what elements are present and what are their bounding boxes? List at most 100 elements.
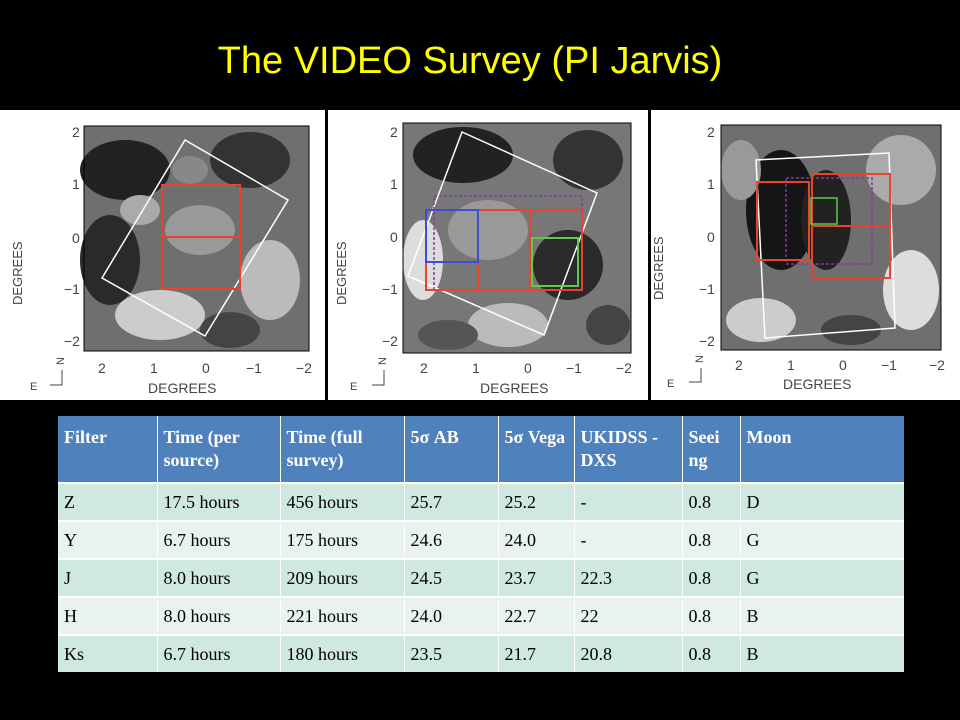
- x-tick: 2: [420, 360, 428, 376]
- table-cell: Z: [58, 482, 158, 521]
- x-tick: −1: [881, 357, 897, 373]
- table-cell: Ks: [58, 634, 158, 672]
- x-tick: 1: [150, 360, 158, 376]
- table-cell: 22.7: [498, 596, 575, 635]
- svg-text:E: E: [350, 381, 357, 393]
- column-header: Filter: [58, 416, 158, 483]
- tile-outline: [161, 236, 241, 290]
- table-cell: 221 hours: [280, 596, 405, 635]
- map-texture: [721, 135, 939, 345]
- x-axis-label: DEGREES: [480, 380, 548, 396]
- y-tick: 1: [707, 176, 715, 192]
- svg-text:N: N: [694, 355, 706, 363]
- table-cell: -: [574, 520, 683, 559]
- x-tick: −2: [616, 360, 632, 376]
- table-cell: H: [58, 596, 158, 635]
- tile-outline: [529, 209, 583, 291]
- table-cell: 8.0 hours: [157, 558, 281, 597]
- y-tick: 2: [390, 124, 398, 140]
- table-cell: 456 hours: [280, 482, 405, 521]
- tile-outline: [425, 209, 479, 263]
- table-cell: 22.3: [574, 558, 683, 597]
- x-axis-label: DEGREES: [783, 376, 851, 392]
- y-tick: −2: [699, 333, 715, 349]
- column-header: Seei ng: [682, 416, 741, 483]
- column-header: Time (full survey): [280, 416, 405, 483]
- y-tick: 2: [72, 124, 80, 140]
- y-axis-label: DEGREES: [334, 241, 349, 305]
- table-cell: J: [58, 558, 158, 597]
- table-cell: 6.7 hours: [157, 634, 281, 672]
- map-texture: [403, 127, 630, 350]
- y-tick: −2: [64, 333, 80, 349]
- y-tick: 2: [707, 124, 715, 140]
- x-tick: −1: [246, 360, 262, 376]
- table-row: H 8.0 hours 221 hours 24.0 22.7 22 0.8 B: [58, 596, 904, 635]
- tile-outline: [785, 177, 873, 265]
- table-cell: 23.5: [404, 634, 499, 672]
- x-tick: 1: [472, 360, 480, 376]
- table-row: J 8.0 hours 209 hours 24.5 23.7 22.3 0.8…: [58, 558, 904, 597]
- table-cell: 24.0: [404, 596, 499, 635]
- table-cell: 24.0: [498, 520, 575, 559]
- table-cell: 209 hours: [280, 558, 405, 597]
- x-tick: −2: [296, 360, 312, 376]
- y-tick: −2: [382, 333, 398, 349]
- compass-icon: N E: [30, 357, 67, 393]
- slide-title: The VIDEO Survey (PI Jarvis): [217, 40, 723, 82]
- coverage-outline: [755, 152, 896, 339]
- table-cell: 20.8: [574, 634, 683, 672]
- table-cell: 24.6: [404, 520, 499, 559]
- survey-parameters-table: Filter Time (per source) Time (full surv…: [58, 416, 904, 672]
- table-cell: 6.7 hours: [157, 520, 281, 559]
- column-header: Moon: [740, 416, 904, 483]
- column-header: 5σ Vega: [498, 416, 575, 483]
- tile-outline: [811, 225, 891, 279]
- y-axis-label: DEGREES: [10, 241, 25, 305]
- table-cell: B: [740, 634, 904, 672]
- table-cell: 8.0 hours: [157, 596, 281, 635]
- compass-icon: N E: [667, 355, 706, 390]
- svg-text:N: N: [377, 357, 389, 365]
- survey-field-map-3: 2 1 0 −1 −2 DEGREES 2 1 0 −1 −2 DEGREES …: [651, 110, 960, 400]
- y-axis-label: DEGREES: [651, 236, 666, 300]
- table-header-row: Filter Time (per source) Time (full surv…: [58, 416, 904, 483]
- svg-text:E: E: [30, 381, 37, 393]
- y-tick: −1: [64, 281, 80, 297]
- y-tick: −1: [382, 281, 398, 297]
- table-cell: 25.7: [404, 482, 499, 521]
- survey-field-map-2: 2 1 0 −1 −2 DEGREES 2 1 0 −1 −2 DEGREES …: [328, 110, 648, 400]
- table-cell: Y: [58, 520, 158, 559]
- table-cell: 17.5 hours: [157, 482, 281, 521]
- table-cell: 23.7: [498, 558, 575, 597]
- x-tick: 2: [98, 360, 106, 376]
- x-tick: 0: [839, 357, 847, 373]
- table-cell: 180 hours: [280, 634, 405, 672]
- x-axis-label: DEGREES: [148, 380, 216, 396]
- compass-icon: N E: [350, 357, 389, 393]
- table-cell: G: [740, 558, 904, 597]
- column-header: 5σ AB: [404, 416, 499, 483]
- x-tick: 2: [735, 357, 743, 373]
- table-row: Y 6.7 hours 175 hours 24.6 24.0 - 0.8 G: [58, 520, 904, 559]
- x-tick: −2: [929, 357, 945, 373]
- y-tick: 1: [72, 176, 80, 192]
- table-cell: 0.8: [682, 520, 741, 559]
- svg-text:E: E: [667, 378, 674, 390]
- table-cell: 22: [574, 596, 683, 635]
- table-cell: D: [740, 482, 904, 521]
- table-cell: -: [574, 482, 683, 521]
- y-tick: 1: [390, 176, 398, 192]
- y-tick: −1: [699, 281, 715, 297]
- survey-field-map-1: 2 1 0 −1 −2 DEGREES 2 1 0 −1 −2 DEGREES …: [0, 110, 325, 400]
- table-cell: 0.8: [682, 558, 741, 597]
- column-header: Time (per source): [157, 416, 281, 483]
- x-tick: 1: [787, 357, 795, 373]
- table-row: Ks 6.7 hours 180 hours 23.5 21.7 20.8 0.…: [58, 634, 904, 672]
- tile-outline: [810, 197, 838, 225]
- table-cell: 0.8: [682, 596, 741, 635]
- column-header: UKIDSS -DXS: [574, 416, 683, 483]
- table-cell: 175 hours: [280, 520, 405, 559]
- table-cell: 0.8: [682, 634, 741, 672]
- table-cell: 21.7: [498, 634, 575, 672]
